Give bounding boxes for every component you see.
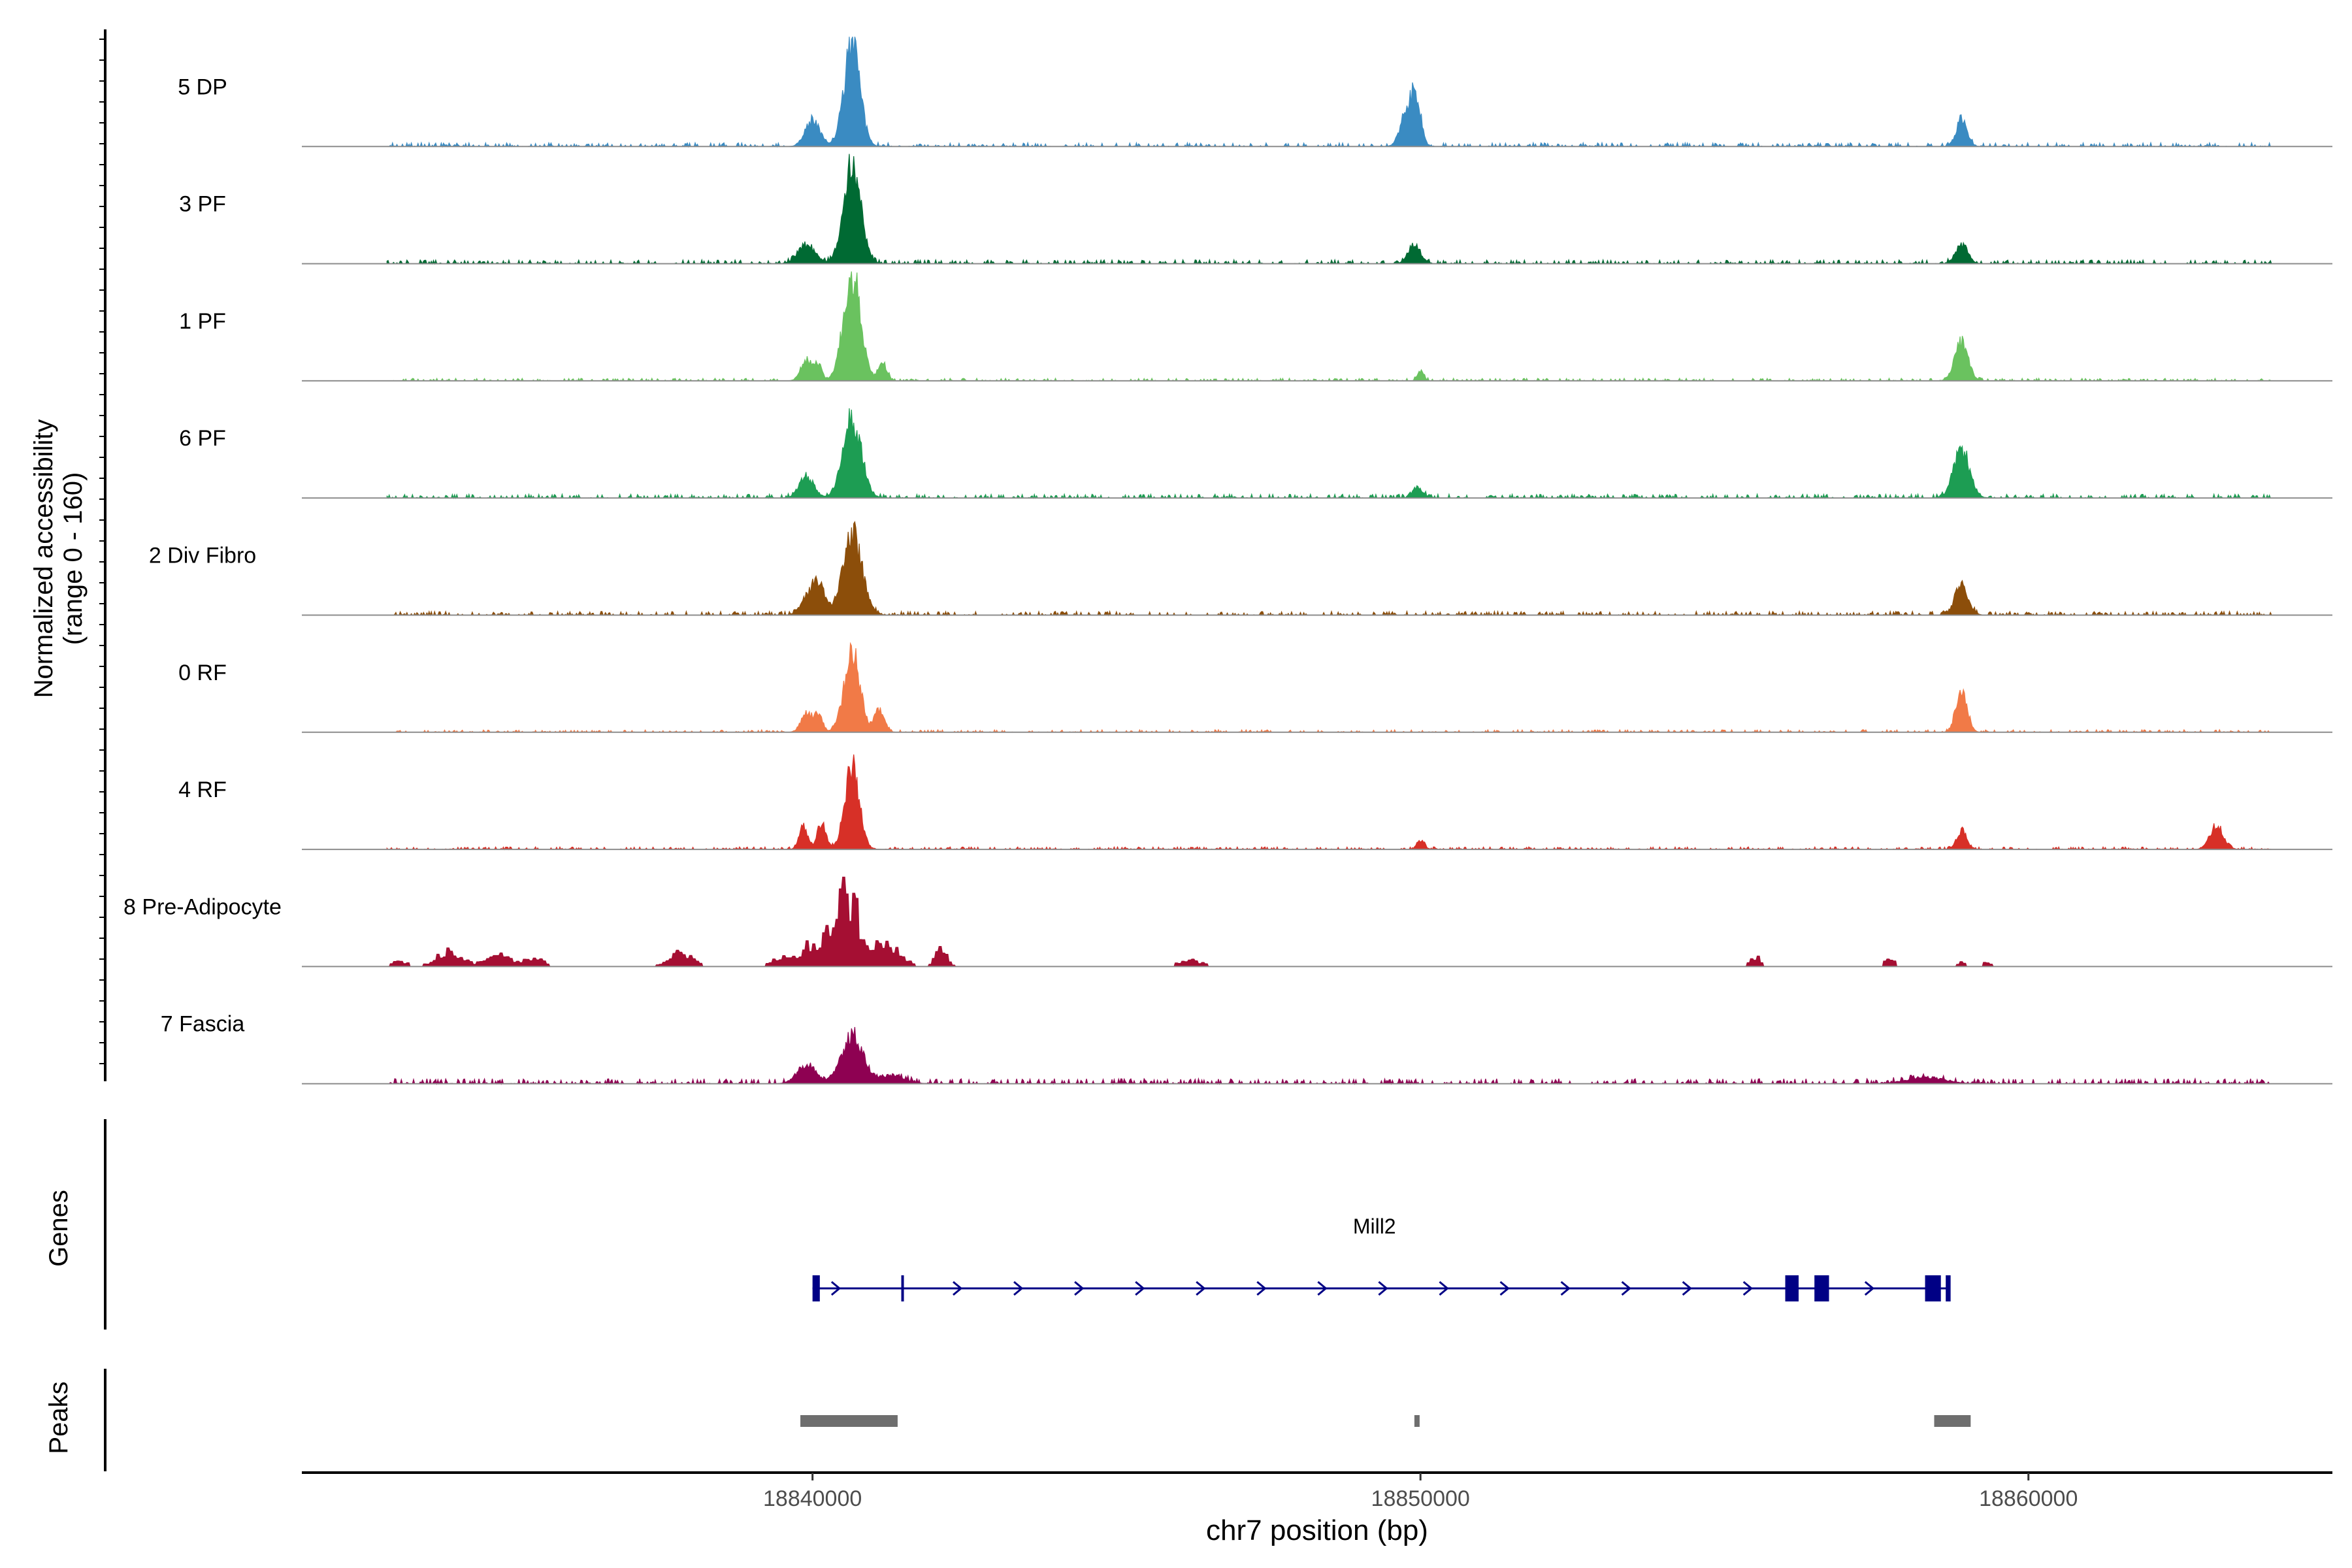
y-axis-label-range: (range 0 - 160) (59, 472, 88, 645)
genes-label: Genes (44, 1190, 73, 1267)
track-label: 0 RF (178, 661, 227, 685)
track-label: 4 RF (178, 777, 227, 802)
track-4-rf: 4 RF (178, 754, 2332, 851)
track-5-dp: 5 DP (178, 37, 2332, 148)
gene-exon (1785, 1275, 1799, 1301)
peak-region (1934, 1415, 1971, 1427)
coverage-area (387, 642, 2272, 734)
coverage-area (386, 154, 2272, 265)
strand-arrow (1439, 1281, 1449, 1296)
track-label: 1 PF (179, 309, 226, 334)
gene-exon (1814, 1275, 1829, 1301)
track-label: 2 Div Fibro (149, 544, 256, 568)
track-label: 6 PF (179, 426, 226, 451)
track-label: 8 Pre-Adipocyte (123, 894, 282, 919)
track-2-div-fibro: 2 Div Fibro (149, 521, 2332, 617)
strand-arrow (1135, 1281, 1145, 1296)
left-axis-lines (99, 29, 106, 1471)
strand-arrow (1621, 1281, 1631, 1296)
x-tick-label: 18850000 (1371, 1486, 1470, 1511)
gene-exon (901, 1275, 904, 1301)
strand-arrow (1378, 1281, 1388, 1296)
strand-arrow (1560, 1281, 1571, 1296)
strand-arrow (1074, 1281, 1085, 1296)
strand-arrow (1864, 1281, 1875, 1296)
strand-arrow (1742, 1281, 1754, 1296)
accessibility-tracks: 5 DP 3 PF 1 PF 6 PF 2 Div Fibro 0 RF 4 RF 8 Pre… (123, 37, 2332, 1086)
track-7-fascia: 7 Fascia (161, 1012, 2332, 1086)
strand-arrow (830, 1281, 841, 1296)
track-label: 3 PF (179, 192, 226, 217)
coverage-area (387, 37, 2272, 148)
peak-region (800, 1415, 898, 1427)
gene-exon (812, 1275, 820, 1301)
gene-exon (1925, 1275, 1941, 1301)
gene-exon (1946, 1275, 1951, 1301)
track-label: 7 Fascia (161, 1012, 245, 1037)
x-tick-label: 18840000 (763, 1486, 862, 1511)
strand-arrow (1013, 1281, 1024, 1296)
gene-name: Mill2 (1353, 1215, 1396, 1238)
strand-arrow (1256, 1281, 1267, 1296)
coverage-area (387, 271, 2272, 382)
x-tick-label: 18860000 (1979, 1486, 2078, 1511)
y-axis-label: Normalized accessibility (29, 419, 58, 698)
strand-arrow (1682, 1281, 1692, 1296)
track-3-pf: 3 PF (179, 154, 2332, 265)
strand-arrow (1499, 1281, 1510, 1296)
track-1-pf: 1 PF (179, 271, 2332, 382)
coverage-area (387, 876, 2272, 967)
coverage-area (386, 408, 2272, 500)
coverage-area (387, 1026, 2272, 1086)
strand-arrow (1196, 1281, 1206, 1296)
coverage-area (387, 521, 2272, 617)
coverage-area (386, 754, 2272, 851)
strand-arrow (1317, 1281, 1328, 1296)
strand-arrow (953, 1281, 963, 1296)
peaks-label: Peaks (44, 1381, 73, 1454)
gene-track: Mill2 (812, 1215, 1951, 1301)
peak-track (800, 1415, 1971, 1427)
track-0-rf: 0 RF (178, 642, 2332, 734)
track-8-pre-adipocyte: 8 Pre-Adipocyte (123, 876, 2332, 968)
x-axis: 18840000 18850000 18860000 (302, 1471, 2332, 1511)
x-axis-label: chr7 position (bp) (1206, 1514, 1428, 1546)
track-6-pf: 6 PF (179, 408, 2332, 500)
track-label: 5 DP (178, 74, 227, 99)
peak-region (1414, 1415, 1420, 1427)
